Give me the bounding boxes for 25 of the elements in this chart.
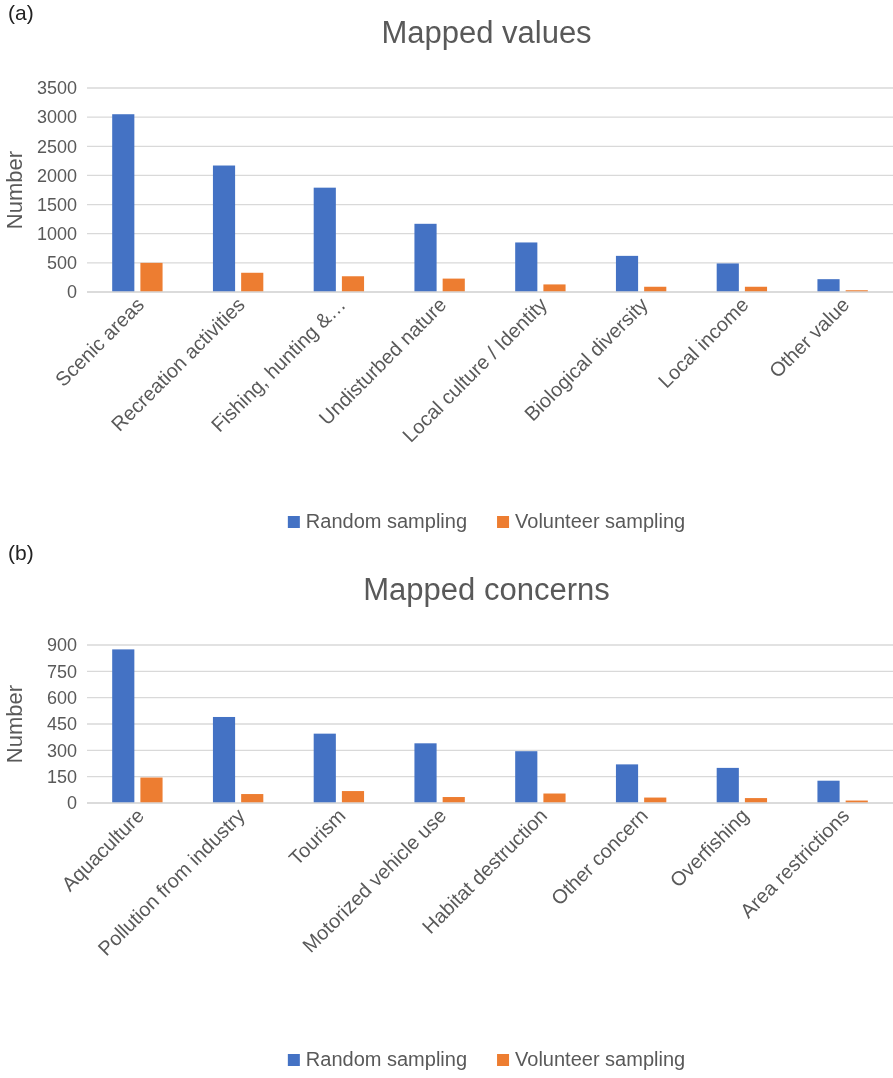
legend-label: Random sampling	[305, 510, 468, 532]
y-tick-label: 450	[46, 714, 77, 735]
y-tick-label: 0	[66, 282, 77, 303]
text: (b)	[8, 541, 34, 564]
y-tick-label: 2500	[36, 136, 77, 157]
legend-label: Volunteer sampling	[515, 510, 686, 532]
y-tick-label: 900	[46, 635, 77, 656]
y-tick-label: 3000	[36, 107, 77, 128]
chart-title: Mapped concerns	[363, 572, 610, 607]
y-axis-title: Number	[2, 150, 27, 230]
y-tick-label: 1000	[36, 223, 77, 244]
y-axis-title: Number	[2, 684, 27, 764]
chart-title: Mapped values	[381, 15, 592, 50]
y-tick-label: 1500	[36, 194, 77, 215]
y-tick-label: 300	[46, 740, 77, 761]
legend-label: Volunteer sampling	[515, 1048, 686, 1070]
y-tick-label: 0	[66, 793, 77, 814]
y-tick-label: 750	[46, 661, 77, 682]
y-tick-label: 600	[46, 687, 77, 708]
y-tick-label: 150	[46, 766, 77, 787]
y-tick-label: 2000	[36, 165, 77, 186]
y-tick-label: 3500	[36, 78, 77, 99]
y-tick-label: 500	[46, 253, 77, 274]
text: (a)	[8, 1, 34, 24]
legend-label: Random sampling	[305, 1048, 468, 1070]
